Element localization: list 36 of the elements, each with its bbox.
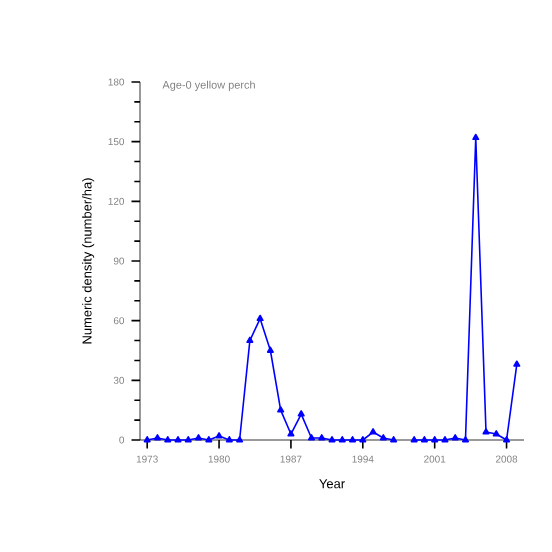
point — [153, 434, 162, 441]
point — [143, 436, 151, 443]
point — [379, 434, 387, 441]
point — [236, 436, 244, 443]
point — [318, 434, 326, 441]
point — [287, 430, 295, 437]
point — [390, 436, 398, 443]
point — [205, 436, 213, 443]
point — [225, 436, 233, 443]
point — [297, 410, 305, 417]
point — [256, 314, 264, 322]
point — [502, 436, 511, 443]
point — [451, 434, 459, 441]
point — [307, 434, 316, 441]
point — [277, 406, 285, 413]
point — [410, 436, 418, 443]
point — [472, 133, 480, 141]
point — [461, 436, 470, 443]
point — [348, 436, 357, 443]
point — [359, 436, 367, 443]
point — [420, 436, 428, 443]
point — [513, 360, 521, 367]
point — [266, 346, 274, 353]
point — [246, 336, 254, 343]
point — [328, 436, 336, 443]
point — [184, 436, 192, 443]
point — [215, 432, 223, 439]
point — [164, 436, 172, 443]
point — [338, 436, 346, 443]
point — [174, 436, 182, 443]
point — [492, 430, 500, 437]
point — [482, 428, 490, 435]
point — [431, 436, 439, 443]
point — [441, 436, 449, 443]
point — [194, 434, 203, 441]
point — [369, 428, 377, 435]
